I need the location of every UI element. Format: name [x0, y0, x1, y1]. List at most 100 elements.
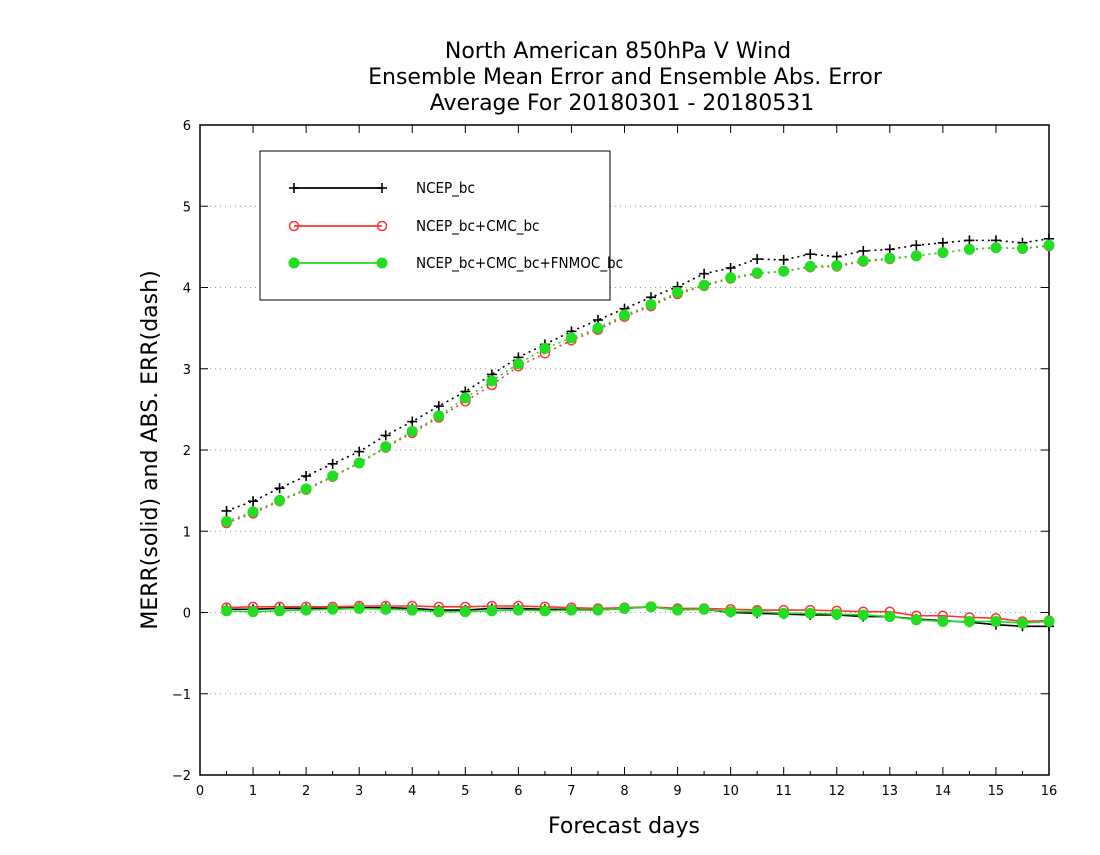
data-point-filled-circle	[592, 604, 604, 616]
x-tick-label: 16	[1041, 784, 1058, 799]
plot-series	[221, 233, 1055, 632]
x-tick-label: 15	[988, 784, 1005, 799]
data-point-filled-circle	[619, 602, 630, 614]
title-line-2: Ensemble Mean Error and Ensemble Abs. Er…	[368, 65, 883, 90]
data-point-filled-circle	[778, 265, 790, 277]
y-tick-label: 0	[183, 607, 191, 622]
data-point-filled-circle	[725, 272, 737, 284]
y-tick-label: 3	[183, 363, 191, 378]
data-point-plus-marker	[858, 245, 869, 256]
data-point-filled-circle	[698, 279, 710, 291]
data-point-plus-marker	[433, 401, 444, 412]
data-point-filled-circle	[539, 342, 551, 354]
data-point-plus-marker	[301, 471, 312, 481]
legend-entry-0: NCEP_bc	[289, 179, 475, 198]
data-point-filled-circle	[910, 614, 922, 626]
data-point-plus-marker	[937, 237, 948, 248]
data-point-filled-circle	[751, 606, 763, 618]
data-point-open-circle	[288, 220, 300, 232]
x-tick-label: 7	[567, 784, 575, 799]
y-tick-label: −2	[172, 769, 191, 784]
data-point-plus-marker	[380, 430, 391, 441]
x-tick-label: 3	[355, 784, 363, 799]
data-point-filled-circle	[486, 375, 498, 387]
data-point-plus-marker	[407, 416, 418, 427]
y-tick-label: 1	[183, 525, 191, 540]
data-point-plus-marker	[221, 505, 232, 516]
legend: NCEP_bc NCEP_bc+CMC_bc NCEP_bc+CMC_bc+FNMO…	[259, 150, 623, 301]
data-point-filled-circle	[300, 483, 312, 495]
x-tick-label: 10	[722, 784, 739, 799]
series-2	[221, 239, 1055, 629]
x-tick-label: 2	[302, 784, 310, 799]
data-point-filled-circle	[645, 601, 657, 613]
x-tick-label: 12	[828, 784, 845, 799]
data-point-filled-circle	[698, 603, 710, 615]
data-point-filled-circle	[1043, 239, 1055, 251]
x-tick-label: 1	[249, 784, 257, 799]
data-point-plus-marker	[725, 263, 736, 273]
legend-entry-2: NCEP_bc+CMC_bc+FNMOC_bc	[288, 254, 623, 273]
data-point-plus-marker	[964, 235, 975, 246]
data-point-filled-circle	[247, 606, 259, 618]
legend-label: NCEP_bc+CMC_bc	[416, 217, 539, 236]
x-tick-label: 8	[620, 784, 628, 799]
data-point-open-circle	[376, 220, 388, 232]
data-point-filled-circle	[963, 243, 975, 255]
data-point-plus-marker	[911, 240, 922, 251]
data-point-filled-circle	[857, 609, 869, 621]
data-point-filled-circle	[778, 607, 790, 619]
data-point-filled-circle	[486, 605, 498, 617]
y-axis-title: MERR(solid) and ABS. ERR(dash)	[138, 270, 163, 629]
data-point-filled-circle	[831, 608, 843, 620]
data-point-plus-marker	[884, 244, 895, 255]
title-line-3: Average For 20180301 - 20180531	[430, 91, 815, 116]
mean-error-line	[226, 606, 1049, 628]
data-point-filled-circle	[990, 242, 1002, 254]
data-point-plus-marker	[699, 268, 710, 279]
data-point-filled-circle	[288, 257, 300, 269]
data-point-plus-marker	[752, 254, 763, 265]
data-point-filled-circle	[831, 260, 843, 272]
x-axis-title: Forecast days	[548, 814, 700, 839]
data-point-filled-circle	[990, 615, 1002, 627]
data-point-filled-circle	[672, 286, 684, 298]
data-point-filled-circle	[910, 250, 922, 262]
data-point-filled-circle	[884, 611, 896, 623]
y-tick-label: 6	[183, 119, 191, 134]
data-point-filled-circle	[433, 606, 445, 618]
data-point-filled-circle	[300, 604, 312, 616]
data-point-filled-circle	[353, 602, 365, 614]
data-point-filled-circle	[376, 257, 388, 269]
x-tick-label: 11	[775, 784, 792, 799]
data-point-filled-circle	[247, 506, 259, 518]
data-point-filled-circle	[512, 604, 524, 616]
data-point-plus-marker	[354, 446, 365, 457]
series-markers	[221, 239, 1055, 629]
chart-title: North American 850hPa V Wind Ensemble Me…	[368, 39, 883, 116]
x-tick-label: 9	[673, 784, 681, 799]
data-point-filled-circle	[1016, 243, 1028, 254]
data-point-filled-circle	[274, 494, 286, 506]
data-point-filled-circle	[565, 332, 577, 344]
data-point-filled-circle	[963, 615, 975, 627]
data-point-filled-circle	[565, 604, 577, 616]
data-point-filled-circle	[221, 605, 233, 617]
data-point-filled-circle	[592, 322, 604, 334]
data-point-filled-circle	[645, 299, 657, 311]
legend-entry-1: NCEP_bc+CMC_bc	[288, 217, 539, 236]
data-point-filled-circle	[512, 358, 524, 370]
legend-label: NCEP_bc+CMC_bc+FNMOC_bc	[416, 254, 623, 273]
data-point-plus-marker	[327, 458, 338, 469]
data-point-filled-circle	[433, 410, 445, 422]
data-point-filled-circle	[353, 457, 365, 469]
data-point-filled-circle	[406, 604, 418, 616]
data-point-filled-circle	[406, 425, 418, 437]
data-point-plus-marker	[778, 254, 789, 265]
x-tick-label: 4	[408, 784, 416, 799]
y-tick-label: 5	[183, 200, 191, 215]
legend-label: NCEP_bc	[416, 179, 475, 198]
x-tick-label: 13	[882, 784, 899, 799]
data-point-filled-circle	[327, 603, 339, 615]
